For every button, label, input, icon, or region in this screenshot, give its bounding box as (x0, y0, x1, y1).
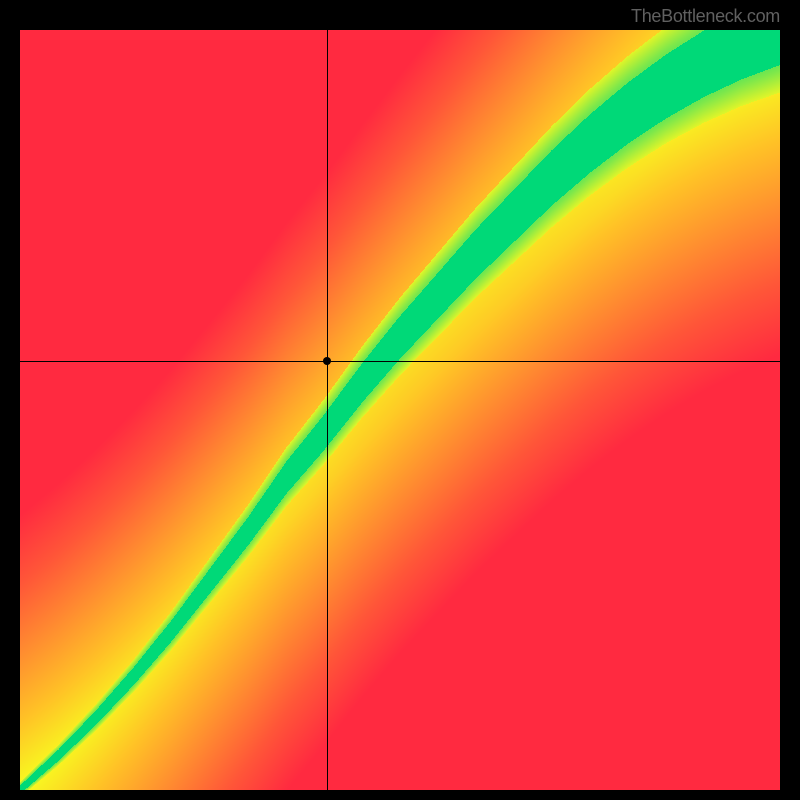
crosshair-vertical (327, 30, 328, 790)
heatmap-canvas (20, 30, 780, 790)
marker-dot (323, 357, 331, 365)
bottleneck-heatmap-plot (20, 30, 780, 790)
crosshair-horizontal (20, 361, 780, 362)
watermark-text: TheBottleneck.com (631, 6, 780, 27)
